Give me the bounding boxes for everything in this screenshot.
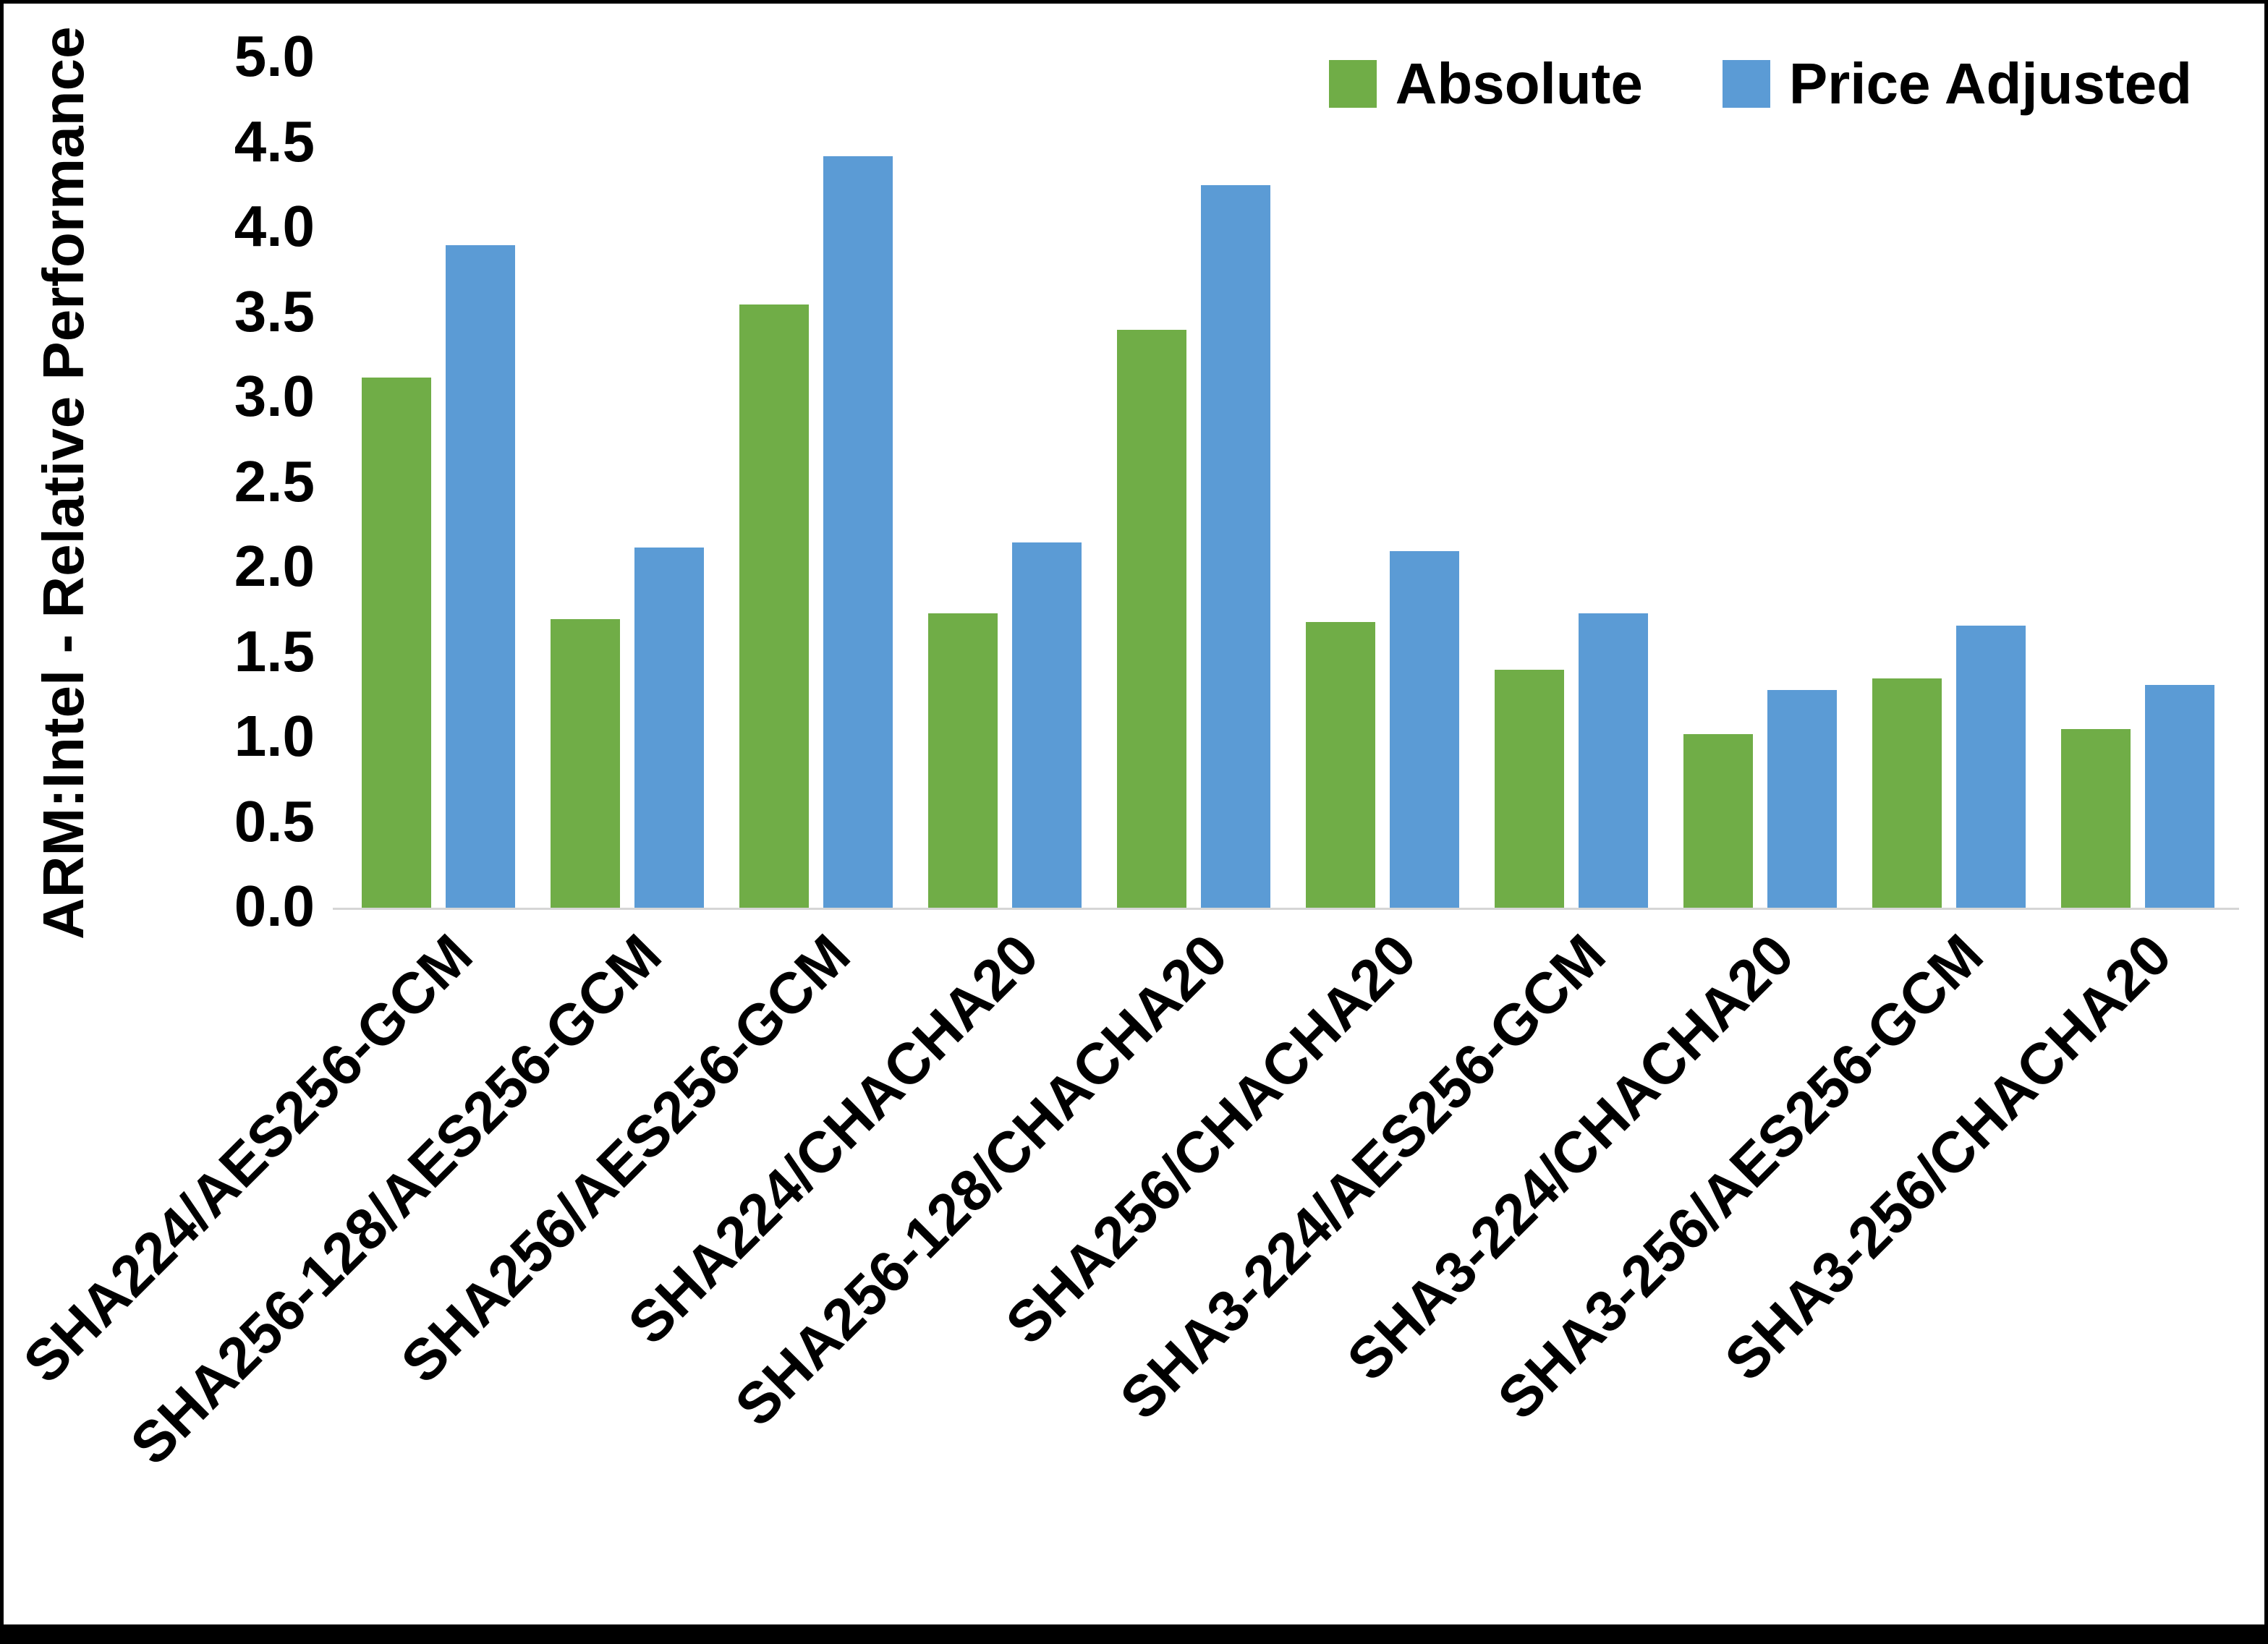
x-axis-labels: SHA224/AES256-GCM SHA256-128/AES256-GCM SH… bbox=[11, 910, 2232, 1477]
y-tick-label: 4.5 bbox=[234, 108, 315, 174]
x-axis-line bbox=[333, 908, 2239, 910]
bar-absolute bbox=[2060, 729, 2131, 908]
y-tick-label: 1.5 bbox=[234, 618, 315, 683]
bar-price-adjusted bbox=[823, 156, 893, 908]
bar-group bbox=[344, 58, 532, 908]
bar-price-adjusted bbox=[1955, 625, 2026, 908]
bar-absolute bbox=[550, 618, 620, 908]
legend: Absolute Price Adjusted bbox=[1328, 51, 2192, 117]
y-tick-label: 4.0 bbox=[234, 194, 315, 259]
bar-absolute bbox=[361, 377, 431, 908]
bar-absolute bbox=[1116, 330, 1186, 908]
y-tick-label: 2.5 bbox=[234, 448, 315, 514]
y-tick-label: 1.0 bbox=[234, 704, 315, 769]
legend-swatch-absolute bbox=[1328, 60, 1377, 108]
bar-group bbox=[1665, 58, 1854, 908]
y-tick-label: 0.5 bbox=[234, 788, 315, 853]
bars-container bbox=[344, 58, 2232, 908]
legend-label-price-adjusted: Price Adjusted bbox=[1788, 51, 2192, 116]
bar-absolute bbox=[1872, 678, 1942, 908]
bar-absolute bbox=[739, 304, 809, 908]
bar-price-adjusted bbox=[1389, 550, 1459, 908]
bar-price-adjusted bbox=[2144, 685, 2214, 908]
bar-price-adjusted bbox=[634, 547, 704, 908]
y-tick-label: 2.0 bbox=[234, 534, 315, 599]
legend-swatch-price-adjusted bbox=[1722, 60, 1770, 108]
bottom-border-bar bbox=[4, 1624, 2264, 1640]
y-tick-label: 5.0 bbox=[234, 24, 315, 89]
bar-group bbox=[532, 58, 721, 908]
plot-area: Absolute Price Adjusted bbox=[333, 51, 2239, 910]
bar-price-adjusted bbox=[1578, 613, 1648, 908]
bar-group bbox=[910, 58, 1099, 908]
bar-group bbox=[2043, 58, 2232, 908]
legend-label-absolute: Absolute bbox=[1395, 51, 1643, 116]
bar-absolute bbox=[1305, 622, 1375, 908]
y-axis-ticks: 5.0 4.5 4.0 3.5 3.0 2.5 2.0 1.5 1.0 0.5 0.0 bbox=[4, 24, 315, 938]
bar-group bbox=[1854, 58, 2043, 908]
y-tick-label: 3.5 bbox=[234, 278, 315, 344]
bar-group bbox=[1288, 58, 1477, 908]
bar-absolute bbox=[1683, 734, 1753, 908]
bar-price-adjusted bbox=[1767, 690, 1837, 908]
y-tick-label: 0.0 bbox=[234, 874, 315, 939]
bar-price-adjusted bbox=[1200, 185, 1270, 908]
bar-price-adjusted bbox=[1011, 542, 1082, 908]
bar-absolute bbox=[927, 613, 998, 908]
legend-item-price-adjusted: Price Adjusted bbox=[1722, 51, 2192, 117]
bar-absolute bbox=[1494, 670, 1564, 908]
bar-group bbox=[1477, 58, 1665, 908]
legend-item-absolute: Absolute bbox=[1328, 51, 1643, 117]
bar-group bbox=[721, 58, 910, 908]
y-tick-label: 3.0 bbox=[234, 364, 315, 429]
bar-price-adjusted bbox=[445, 244, 515, 908]
bar-group bbox=[1099, 58, 1288, 908]
